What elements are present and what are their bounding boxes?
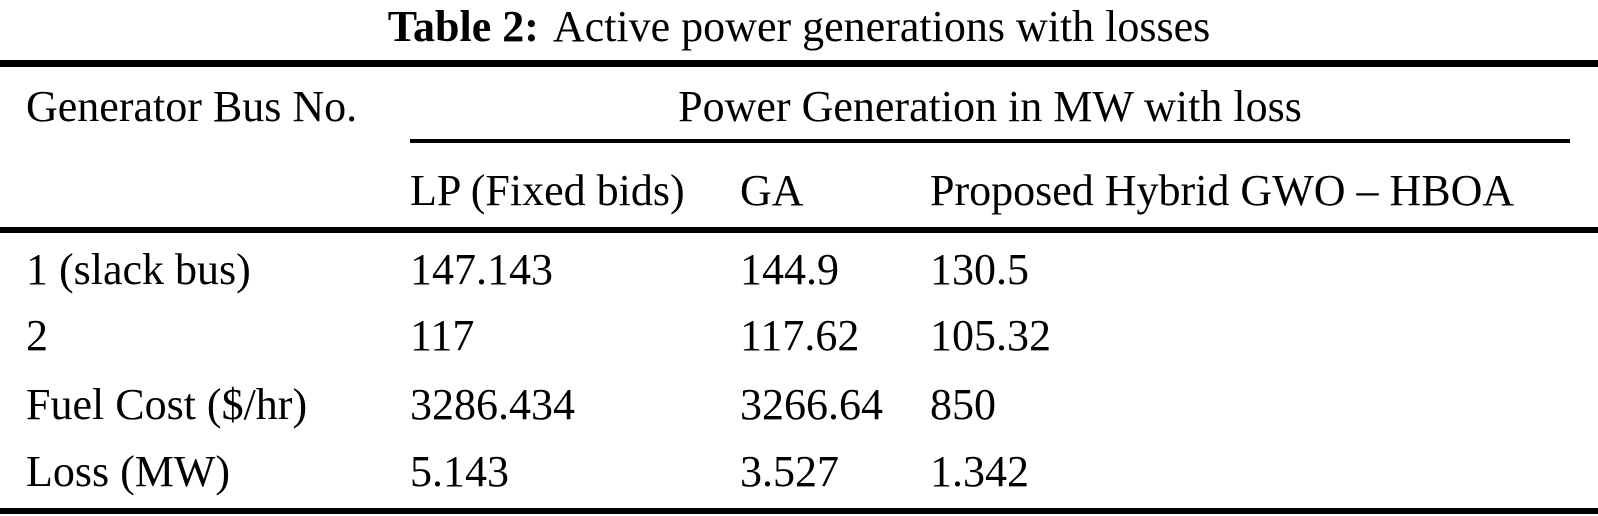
subheader-proposed-hybrid-gwo-hboa: Proposed Hybrid GWO – HBOA [930,166,1515,215]
table-bottom-rule [0,508,1598,514]
group-header-underline-rule [410,139,1570,143]
table-mid-rule [0,227,1598,233]
table-caption-number: Table 2: [387,2,539,51]
value-cell-proposed: 105.32 [930,311,1051,360]
row-label-cell: 2 [26,311,48,360]
column-group-header-power-generation: Power Generation in MW with loss [678,82,1302,131]
value-cell-lp: 3286.434 [410,380,575,429]
row-label-cell: Loss (MW) [26,447,231,496]
value-cell-lp: 5.143 [410,447,509,496]
value-cell-ga: 3.527 [740,447,839,496]
table-caption-text: Active power generations with losses [552,2,1211,51]
table-row: Fuel Cost ($/hr) 3286.434 3266.64 850 [0,381,1598,429]
subheader-lp-fixed-bids: LP (Fixed bids) [410,166,685,215]
table-row: 1 (slack bus) 147.143 144.9 130.5 [0,246,1598,294]
table-caption: Table 2: Active power generations with lo… [0,1,1598,53]
subheader-empty-cell [26,167,410,215]
value-cell-ga: 3266.64 [740,380,883,429]
value-cell-ga: 117.62 [740,311,860,360]
value-cell-lp: 147.143 [410,245,553,294]
column-header-generator-bus-no: Generator Bus No. [26,82,358,131]
value-cell-proposed: 1.342 [930,447,1029,496]
table-row: 2 117 117.62 105.32 [0,312,1598,360]
table-subheader-row: LP (Fixed bids) GA Proposed Hybrid GWO –… [0,167,1598,215]
row-label-cell: 1 (slack bus) [26,245,251,294]
value-cell-lp: 117 [410,311,475,360]
subheader-ga: GA [740,166,804,215]
value-cell-proposed: 850 [930,380,996,429]
table-top-rule [0,60,1598,67]
value-cell-ga: 144.9 [740,245,839,294]
table-row: Loss (MW) 5.143 3.527 1.342 [0,448,1598,496]
table-header-row: Generator Bus No. Power Generation in MW… [0,83,1598,131]
value-cell-proposed: 130.5 [930,245,1029,294]
row-label-cell: Fuel Cost ($/hr) [26,380,308,429]
